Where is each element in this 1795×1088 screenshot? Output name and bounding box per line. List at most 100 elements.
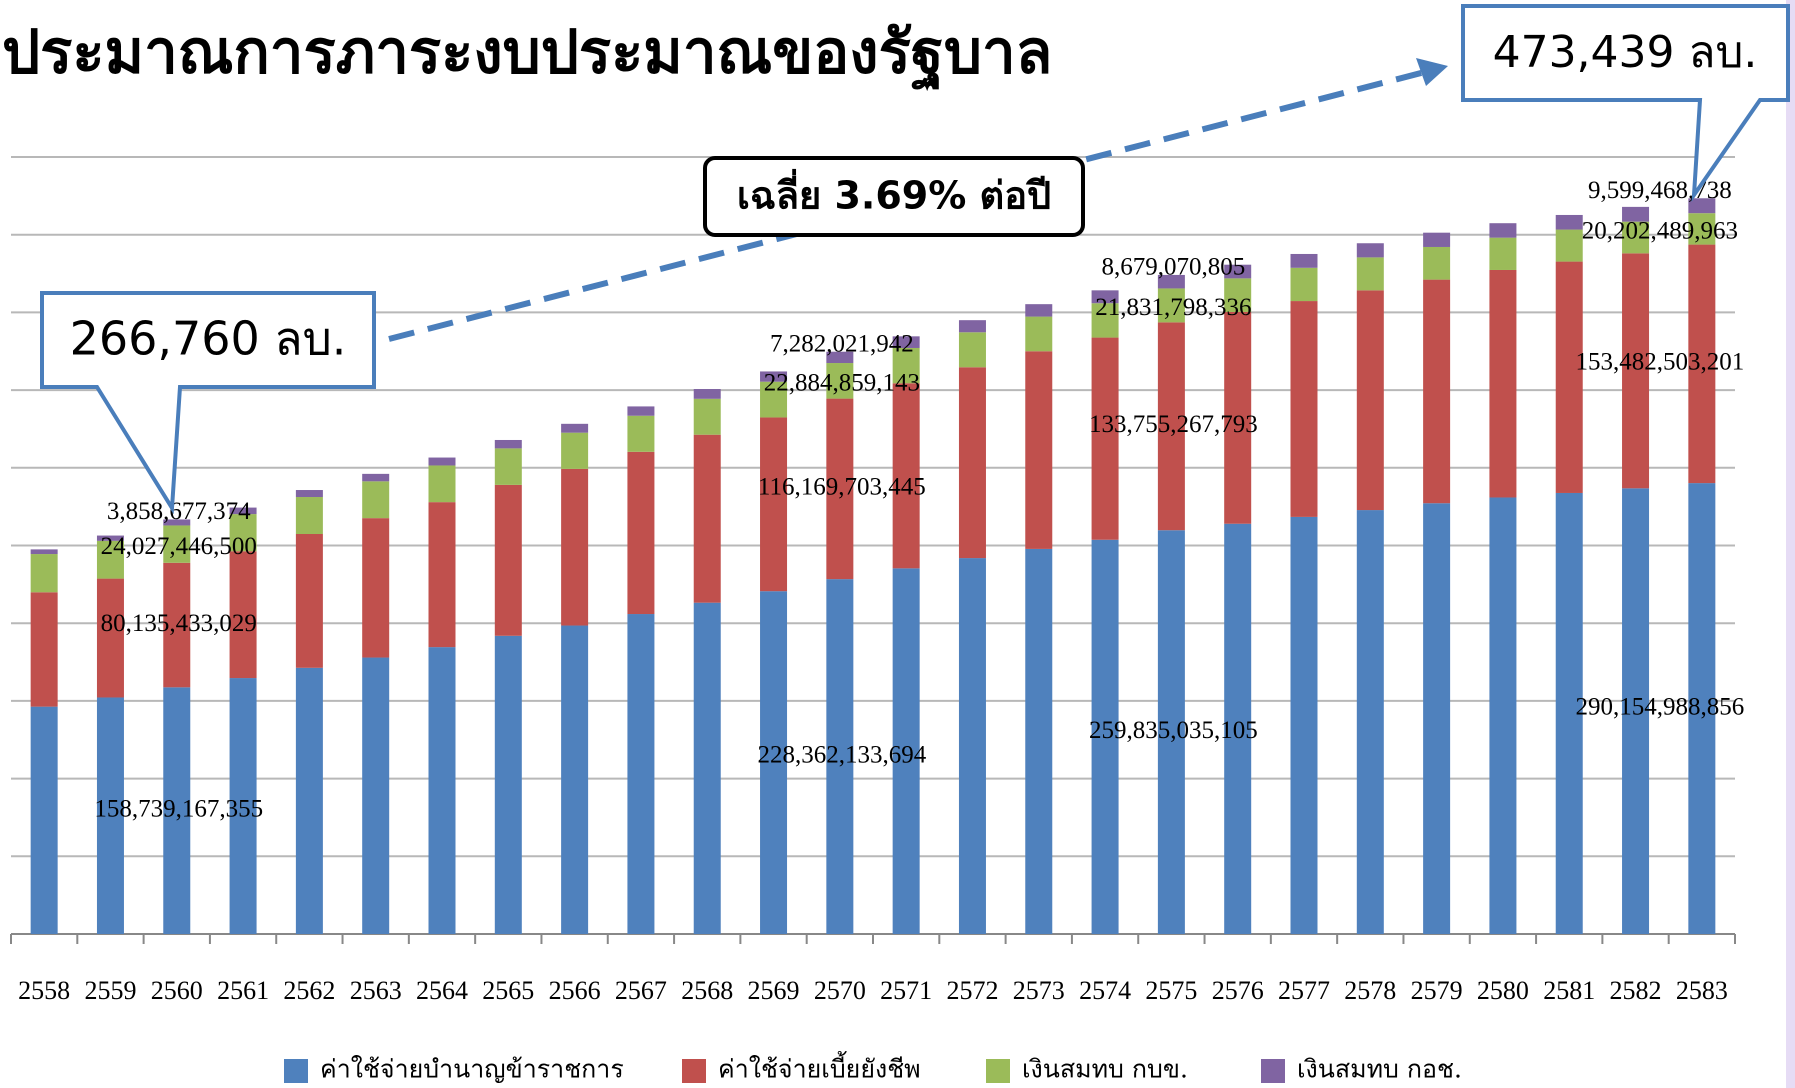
bar-segment — [1157, 322, 1185, 531]
bar-segment — [362, 473, 390, 482]
bar-segment — [1091, 290, 1119, 304]
legend-label: เงินสมทบ กบข. — [1022, 1055, 1188, 1084]
bar-segment — [295, 534, 323, 668]
bar-segment — [760, 417, 788, 592]
bar-segment — [30, 549, 58, 555]
x-tick-label: 2576 — [1212, 976, 1264, 1005]
bar-segment — [1688, 198, 1716, 214]
chart-title: ประมาณการภาระงบประมาณของรัฐบาล — [2, 18, 1052, 91]
legend-swatch — [1261, 1059, 1285, 1083]
bar-segment — [30, 706, 58, 934]
bar-segment — [96, 578, 124, 698]
x-tick-label: 2558 — [18, 976, 70, 1005]
bar-segment — [1091, 539, 1119, 934]
data-label: 158,739,167,355 — [94, 795, 263, 822]
bar-segment — [1356, 257, 1384, 291]
bar-segment — [1622, 488, 1650, 934]
bar-segment — [229, 551, 257, 679]
x-tick-label: 2578 — [1344, 976, 1396, 1005]
x-tick-label: 2562 — [283, 976, 335, 1005]
bar-segment — [826, 351, 854, 364]
bar-segment — [428, 647, 456, 934]
bar-segment — [1423, 232, 1451, 247]
data-label: 8,679,070,805 — [1102, 254, 1246, 281]
bar-segment — [1157, 530, 1185, 934]
bar-segment — [892, 336, 920, 348]
bar-segment — [1290, 253, 1318, 268]
x-tick-label: 2570 — [814, 976, 866, 1005]
bar-segment — [1423, 279, 1451, 504]
bar-segment — [30, 554, 58, 593]
data-label: 116,169,703,445 — [758, 474, 926, 501]
x-tick-label: 2577 — [1278, 976, 1330, 1005]
x-tick-label: 2567 — [615, 976, 667, 1005]
legend-label: เงินสมทบ กอช. — [1297, 1055, 1462, 1084]
data-label: 259,835,035,105 — [1089, 717, 1258, 744]
data-label: 228,362,133,694 — [757, 741, 926, 768]
bar-segment — [693, 434, 721, 603]
bar-segment — [826, 363, 854, 399]
bar-segment — [163, 519, 191, 526]
callout-start: 266,760 ลบ. — [40, 291, 376, 515]
x-tick-label: 2572 — [946, 976, 998, 1005]
bar-segment — [892, 383, 920, 569]
bar-segment — [494, 448, 522, 485]
bar-segment — [1489, 237, 1517, 270]
bar-segment — [494, 635, 522, 934]
bar-segment — [1025, 548, 1053, 934]
bar-segment — [1091, 303, 1119, 338]
legend-swatch — [284, 1059, 308, 1083]
bar-segment — [428, 502, 456, 648]
bar-segment — [958, 558, 986, 934]
bar-segment — [760, 381, 788, 418]
bar-segment — [1224, 311, 1252, 524]
bar-segment — [1555, 214, 1583, 230]
bar-segment — [1423, 246, 1451, 280]
bar-segment — [295, 490, 323, 498]
bar-segment — [96, 540, 124, 579]
bar-segment — [1290, 301, 1318, 517]
bar-segment — [428, 457, 456, 466]
bar-segment — [1091, 337, 1119, 540]
x-tick-label: 2575 — [1145, 976, 1197, 1005]
data-label: 3,858,677,374 — [107, 498, 251, 525]
data-label: 7,282,021,942 — [770, 330, 914, 357]
x-tick-label: 2563 — [350, 976, 402, 1005]
bar-segment — [1489, 497, 1517, 934]
x-tick-label: 2559 — [84, 976, 136, 1005]
bar-segment — [826, 579, 854, 934]
bar-segment — [1025, 351, 1053, 549]
legend-label: ค่าใช้จ่ายเบี้ยยังชีพ — [718, 1051, 921, 1084]
bar-segment — [1224, 264, 1252, 279]
x-tick-label: 2565 — [482, 976, 534, 1005]
bar-segment — [1688, 244, 1716, 484]
data-label: 290,154,988,856 — [1575, 693, 1744, 720]
bar-segment — [1688, 213, 1716, 245]
bar-segment — [30, 592, 58, 707]
x-tick-label: 2560 — [151, 976, 203, 1005]
bar-segment — [760, 591, 788, 934]
bar-segment — [1356, 290, 1384, 511]
bar-segment — [1622, 221, 1650, 254]
bar-segment — [1622, 253, 1650, 489]
x-tick-label: 2580 — [1477, 976, 1529, 1005]
data-label: 9,599,468,738 — [1588, 177, 1732, 204]
bar-segment — [1356, 510, 1384, 934]
plot: 2558 2559 2560 2561 2562 2563 2564 2565 2566 2567… — [10, 156, 1744, 1005]
x-tick-label: 2573 — [1013, 976, 1065, 1005]
bar-segment — [1224, 278, 1252, 312]
bar-segment — [627, 614, 655, 934]
average-text: เฉลี่ย 3.69% ต่อปี — [737, 169, 1051, 218]
legend-label: ค่าใช้จ่ายบำนาญข้าราชการ — [320, 1055, 624, 1084]
x-tick-label: 2568 — [681, 976, 733, 1005]
x-tick-label: 2571 — [880, 976, 932, 1005]
data-label: 80,135,433,029 — [101, 610, 257, 637]
bar-segment — [1489, 223, 1517, 238]
bar-segment — [362, 481, 390, 519]
bar-segment — [1555, 261, 1583, 493]
bar-segment — [163, 562, 191, 688]
bar-segment — [494, 439, 522, 449]
bar-segment — [561, 468, 589, 626]
x-tick-label: 2566 — [549, 976, 601, 1005]
bar-segment — [1290, 267, 1318, 302]
